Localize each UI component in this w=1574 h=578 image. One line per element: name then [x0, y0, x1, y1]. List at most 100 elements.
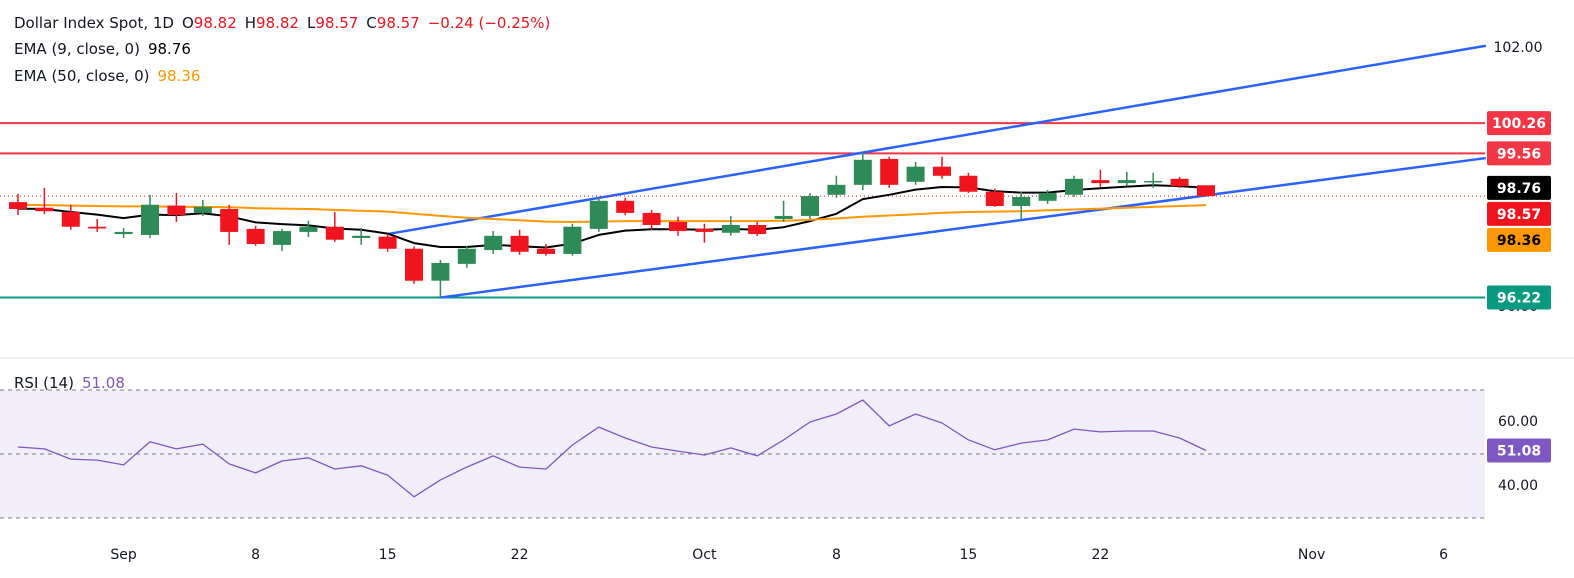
price-label: 98.36 — [1497, 233, 1541, 249]
trendline — [387, 44, 1487, 236]
ohlc-letter: C — [366, 14, 376, 32]
rsi-tick-label: 60.00 — [1498, 414, 1538, 430]
axes: 96.00102.00100.2699.5698.7698.5798.3696.… — [110, 40, 1551, 563]
legend-value: 51.08 — [82, 374, 125, 392]
candle-body — [933, 166, 951, 176]
y-tick-label: 102.00 — [1494, 40, 1543, 56]
candle-body — [510, 235, 529, 252]
candle-body — [959, 175, 978, 192]
legend-name: EMA (50, close, 0) — [14, 67, 150, 85]
candle-body — [246, 228, 265, 245]
ohlc-letter: L — [307, 14, 316, 32]
legend-value: 98.76 — [148, 40, 191, 58]
legend-line: RSI (14) 51.08 — [14, 374, 125, 392]
candle-body — [827, 184, 846, 195]
ohlc-letter: O — [182, 14, 194, 32]
rsi-panel — [0, 389, 1485, 519]
candle-body — [273, 231, 291, 245]
candle-body — [35, 207, 54, 212]
x-tick-label: Oct — [692, 547, 717, 563]
candle-body — [193, 206, 212, 213]
price-label: 98.57 — [1497, 207, 1541, 223]
x-tick-label: Nov — [1298, 547, 1325, 563]
candle-body — [1012, 196, 1031, 207]
candle-body — [669, 221, 687, 232]
ema-line — [17, 184, 1207, 249]
candle-body — [1144, 180, 1163, 183]
candle-body — [9, 202, 27, 210]
price-label-box — [1487, 201, 1551, 226]
candle-body — [1065, 178, 1083, 195]
candle-body — [616, 200, 635, 213]
price-label: 99.56 — [1497, 146, 1541, 162]
rsi-line — [17, 399, 1207, 498]
candle-body — [61, 212, 80, 227]
candle-body — [484, 235, 503, 251]
candle-body — [985, 191, 1004, 207]
ohlc-value: 98.82 — [256, 14, 299, 32]
candle-body — [1038, 193, 1057, 201]
rsi-label-box — [1487, 438, 1551, 463]
x-tick-label: 15 — [379, 547, 397, 563]
candle-body — [1170, 178, 1189, 187]
price-panel — [0, 44, 1487, 299]
ohlc-value: 98.82 — [194, 14, 237, 32]
candle-body — [695, 228, 714, 232]
ohlc-value: 98.57 — [377, 14, 420, 32]
x-tick-label: 15 — [959, 547, 977, 563]
candle-body — [642, 212, 661, 226]
rsi-tick-label: 40.00 — [1498, 478, 1538, 494]
price-label: 96.22 — [1497, 291, 1541, 307]
x-tick-label: 22 — [1091, 547, 1109, 563]
candle-body — [748, 225, 767, 235]
candle-body — [352, 235, 371, 238]
candle-body — [325, 226, 344, 240]
candle-body — [774, 215, 793, 219]
ohlc-value: 98.57 — [315, 14, 358, 32]
candle-body — [906, 166, 925, 182]
candle-body — [563, 226, 582, 254]
candle-body — [1091, 180, 1110, 184]
price-label-box — [1487, 285, 1551, 310]
price-label-box — [1487, 141, 1551, 166]
candle-body — [114, 231, 133, 235]
candle-body — [220, 209, 239, 232]
price-label: 98.76 — [1497, 181, 1541, 197]
price-label: 100.26 — [1492, 116, 1546, 132]
legend-line: EMA (9, close, 0) 98.76 — [14, 40, 191, 58]
legend-line: Dollar Index Spot, 1D O98.82 H98.82 L98.57 C… — [14, 14, 550, 32]
candle-body — [88, 226, 107, 229]
candle-body — [853, 159, 872, 185]
x-tick-label: Sep — [110, 547, 137, 563]
candle-body — [378, 236, 397, 249]
price-label-box — [1487, 175, 1551, 200]
candle-body — [1197, 185, 1215, 197]
candle-body — [589, 200, 608, 229]
candle-body — [457, 248, 476, 264]
candle-body — [141, 204, 159, 235]
price-label-box — [1487, 111, 1551, 136]
x-tick-label: 8 — [832, 547, 841, 563]
candle-body — [721, 225, 740, 233]
candle-body — [167, 205, 186, 216]
rsi-label: 51.08 — [1497, 444, 1541, 460]
price-label-box — [1487, 227, 1551, 252]
legend: Dollar Index Spot, 1D O98.82 H98.82 L98.57 C… — [14, 14, 550, 392]
legend-line: EMA (50, close, 0) 98.36 — [14, 67, 200, 85]
candle-body — [431, 263, 450, 281]
ema-line — [17, 203, 1207, 223]
legend-name: EMA (9, close, 0) — [14, 40, 140, 58]
symbol-title: Dollar Index Spot, 1D — [14, 14, 174, 32]
legend-name: RSI (14) — [14, 374, 74, 392]
x-tick-label: 22 — [511, 547, 529, 563]
change: −0.24 (−0.25%) — [428, 14, 551, 32]
candle-body — [880, 158, 899, 185]
ohlc-letter: H — [245, 14, 256, 32]
candle-body — [537, 248, 555, 254]
trendline — [440, 156, 1487, 299]
candle-body — [801, 196, 819, 216]
candle-body — [405, 248, 423, 281]
legend-value: 98.36 — [158, 67, 201, 85]
